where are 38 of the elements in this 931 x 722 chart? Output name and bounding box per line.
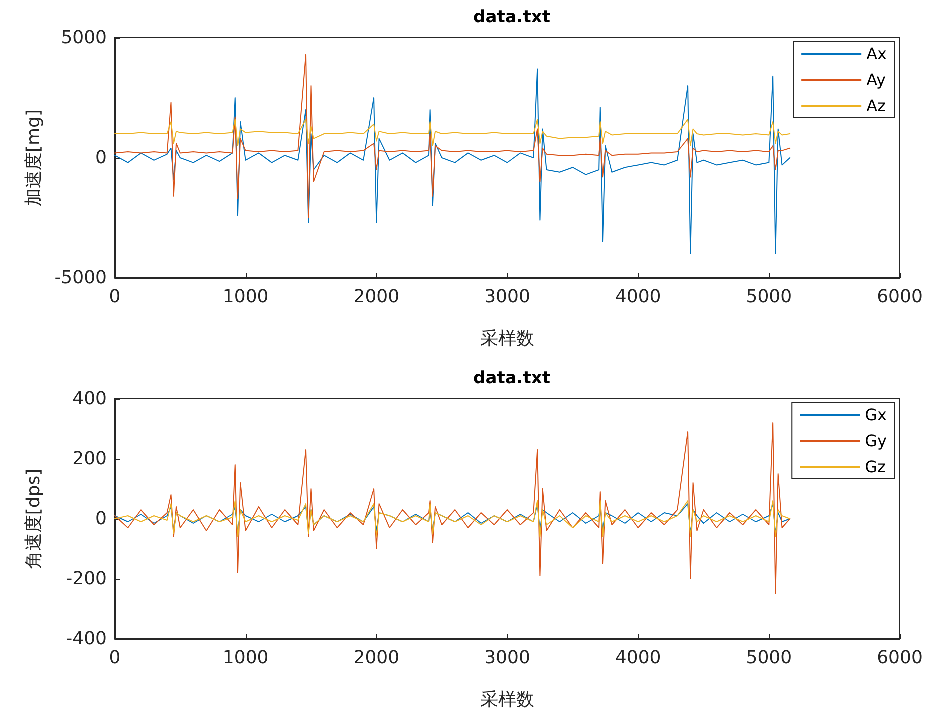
x-tick-label: 1000 <box>222 648 269 668</box>
x-tick-label: 3000 <box>484 286 530 308</box>
legend-label: Ax <box>866 44 888 64</box>
line-series <box>114 422 791 594</box>
line-series <box>114 119 791 146</box>
x-axis-title: 采样数 <box>480 690 534 710</box>
chart-title: data.txt <box>474 8 550 28</box>
x-tick-label: 6000 <box>877 286 923 308</box>
chart-title: data.txt <box>474 368 550 388</box>
line-series <box>114 54 791 218</box>
y-tick-label: 400 <box>72 388 107 410</box>
x-tick-label: 5000 <box>746 648 792 668</box>
legend-label: Gy <box>865 432 888 450</box>
x-tick-label: 0 <box>109 286 121 308</box>
y-tick-label: 0 <box>96 148 107 168</box>
legend-label: Gx <box>865 406 888 424</box>
x-tick-label: 3000 <box>484 648 530 668</box>
y-axis-title: 角速度[dps] <box>24 468 44 570</box>
legend-label: Az <box>866 96 886 116</box>
y-axis-title: 加速度[mg] <box>24 109 44 207</box>
x-axis-title: 采样数 <box>480 328 534 350</box>
y-tick-label: -5000 <box>54 268 107 288</box>
line-series <box>114 68 791 254</box>
x-tick-label: 6000 <box>877 648 923 668</box>
x-tick-label: 2000 <box>354 648 400 668</box>
y-tick-label: 5000 <box>61 28 107 48</box>
x-tick-label: 1000 <box>222 286 269 308</box>
y-tick-label: 200 <box>72 448 107 470</box>
x-tick-label: 5000 <box>746 286 792 308</box>
y-tick-label: 0 <box>96 508 107 530</box>
x-tick-label: 4000 <box>615 286 662 308</box>
y-tick-label: -400 <box>66 628 107 650</box>
x-tick-label: 0 <box>109 648 121 668</box>
legend-label: Ay <box>866 70 886 90</box>
y-tick-label: -200 <box>66 568 107 590</box>
legend-label: Gz <box>865 458 886 476</box>
x-tick-label: 4000 <box>615 648 662 668</box>
x-tick-label: 2000 <box>354 286 400 308</box>
